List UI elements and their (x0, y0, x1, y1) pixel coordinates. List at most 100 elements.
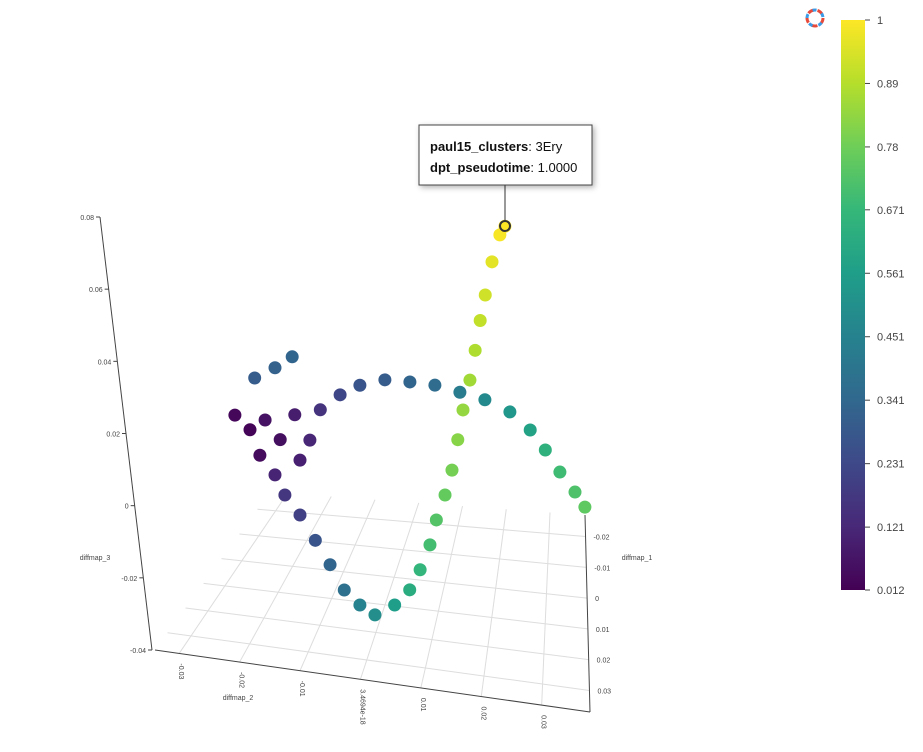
axes: diffmap_3 diffmap_1 diffmap_2 -0.03 -0.02… (80, 215, 653, 729)
plotly-logo[interactable] (805, 8, 825, 28)
point (243, 423, 257, 437)
x-axis-line (584, 514, 591, 713)
z-tick-label: 0.04 (98, 359, 112, 366)
point (268, 361, 282, 375)
point (413, 563, 427, 577)
point (368, 608, 382, 622)
z-tick-label: 0.06 (89, 287, 103, 294)
grid-line (257, 508, 586, 538)
point (285, 350, 299, 364)
point (451, 433, 465, 447)
y-tick-label: -0.02 (238, 672, 245, 688)
colorbar-tick-label: 0.78 (877, 142, 898, 154)
x-tick-label: -0.01 (594, 565, 610, 572)
x-axis-title: diffmap_1 (622, 555, 653, 562)
point (445, 463, 459, 477)
point (403, 583, 417, 597)
y-axis-title: diffmap_2 (223, 695, 254, 702)
colorbar-tick-label: 0.121 (877, 522, 905, 534)
tooltip-line: paul15_clusters: 3Ery (430, 139, 563, 154)
point (468, 343, 482, 357)
grid-line (185, 607, 589, 661)
floor-grid (167, 492, 590, 706)
point (258, 413, 272, 427)
colorbar-tick-label: 0.89 (877, 78, 898, 90)
colorbar-tick-label: 0.671 (877, 205, 905, 217)
grid-line (167, 632, 590, 691)
point (473, 314, 487, 328)
colorbar-tick-label: 0.012 (877, 585, 905, 597)
tooltip-box (418, 124, 593, 186)
point (478, 288, 492, 302)
x-tick-label: 0 (595, 596, 599, 603)
point (378, 373, 392, 387)
x-tick-label: 0.03 (597, 688, 611, 695)
x-tick-label: 0.01 (596, 627, 610, 634)
point (429, 513, 443, 527)
point (478, 393, 492, 407)
colorbar-ticks: 0.012 0.121 0.231 0.341 0.451 0.561 0.671 0.78 0… (865, 15, 905, 597)
point (578, 500, 592, 514)
point (228, 408, 242, 422)
point (523, 423, 537, 437)
colorbar-tick-label: 0.561 (877, 268, 905, 280)
z-tick-label: -0.04 (130, 648, 146, 655)
x-tick-label: -0.02 (594, 535, 610, 542)
tooltip-line: dpt_pseudotime: 1.0000 (430, 160, 577, 175)
x-tick-label: 0.02 (597, 658, 611, 665)
point (293, 508, 307, 522)
logo-ring[interactable] (805, 8, 825, 28)
grid-line (420, 505, 463, 689)
tooltip-value: : 1.0000 (530, 160, 577, 175)
point (288, 408, 302, 422)
grid-line (299, 499, 376, 671)
grid-line (239, 533, 587, 568)
y-tick-label: 0.01 (419, 698, 426, 712)
point (323, 558, 337, 572)
z-tick-label: 0.02 (106, 432, 120, 439)
point (253, 448, 267, 462)
point (538, 443, 552, 457)
tooltip-key: paul15_clusters (430, 139, 528, 154)
tooltip-key: dpt_pseudotime (430, 160, 530, 175)
grid-line (359, 502, 420, 680)
point (337, 583, 351, 597)
grid-line (480, 509, 507, 697)
z-tick-label: 0 (125, 504, 129, 511)
point (453, 385, 467, 399)
point (308, 533, 322, 547)
colorbar-tick-label: 0.231 (877, 459, 905, 471)
z-tick-label: -0.02 (121, 576, 137, 583)
grid-line (221, 558, 588, 599)
point (353, 378, 367, 392)
point (303, 433, 317, 447)
point (438, 488, 452, 502)
y-tick-label: -0.03 (177, 663, 184, 679)
z-axis-title: diffmap_3 (80, 555, 111, 562)
point (278, 488, 292, 502)
y-tick-label: 3.4694e-18 (358, 689, 365, 725)
point (333, 388, 347, 402)
y-tick-label: -0.01 (298, 681, 305, 697)
y-axis-line (154, 649, 591, 713)
point (293, 453, 307, 467)
grid-line (541, 512, 551, 706)
point (485, 255, 499, 269)
point (388, 598, 402, 612)
point (268, 468, 282, 482)
y-tick-label: 0.03 (540, 715, 547, 729)
point (568, 485, 582, 499)
point (456, 403, 470, 417)
colorbar-tick-label: 0.341 (877, 395, 905, 407)
points (228, 219, 592, 622)
colorbar (841, 20, 865, 590)
point (428, 378, 442, 392)
grid-line (239, 496, 332, 663)
point (553, 465, 567, 479)
logo-ring[interactable] (805, 8, 825, 28)
grid-line (178, 492, 288, 654)
point (248, 371, 262, 385)
point (463, 373, 477, 387)
point (403, 375, 417, 389)
